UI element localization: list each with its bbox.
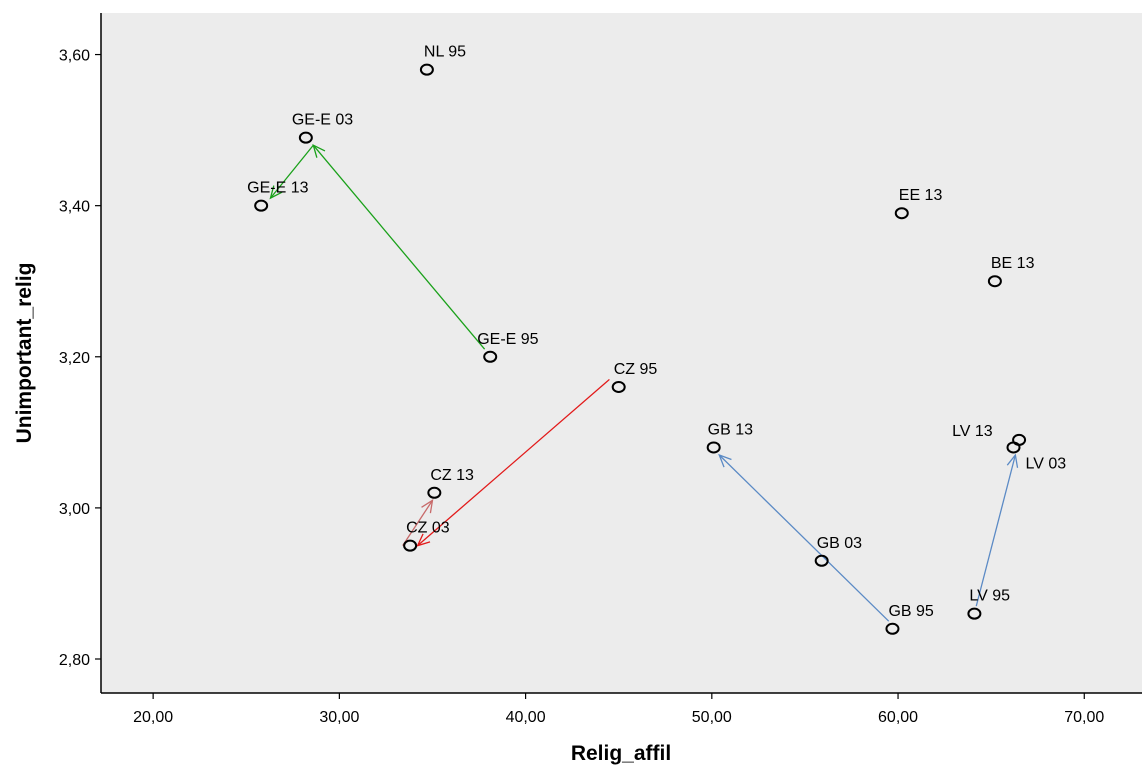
x-tick-label: 70,00 — [1064, 709, 1104, 726]
y-tick-label: 3,20 — [59, 350, 90, 367]
data-point-label: GB 13 — [708, 421, 753, 438]
data-point-marker — [419, 63, 434, 76]
x-tick-label: 60,00 — [878, 709, 918, 726]
x-tick-label: 40,00 — [506, 709, 546, 726]
data-points: NL 95 GE-E 03 GE-E 13 GE-E 95 EE 13 BE 13 CZ 9… — [247, 44, 1067, 635]
data-point-label: BE 13 — [991, 255, 1035, 272]
data-point-label: CZ 95 — [614, 361, 658, 378]
trend-arrow — [975, 453, 1019, 607]
data-point-marker — [483, 350, 498, 363]
data-point-marker — [298, 131, 313, 144]
y-tick-label: 3,60 — [59, 48, 90, 65]
y-axis-title: Unimportant_relig — [13, 263, 36, 444]
data-point-marker — [611, 381, 626, 393]
data-point-marker — [706, 441, 721, 454]
trend-arrow-head — [269, 185, 283, 200]
data-point-label: GE-E 03 — [292, 112, 353, 129]
trend-arrow — [402, 499, 434, 547]
trend-arrow — [269, 144, 314, 200]
trend-arrow-line — [312, 144, 486, 350]
x-tick-label: 30,00 — [319, 709, 359, 726]
data-point-label: EE 13 — [899, 187, 943, 204]
data-point-marker — [894, 207, 909, 220]
trend-arrow-head — [1006, 453, 1019, 468]
trend-arrow-line — [269, 144, 314, 199]
trend-arrow-line — [402, 499, 434, 547]
data-point-label: GE-E 13 — [247, 180, 308, 197]
plot-area — [101, 13, 1142, 693]
data-point-label: NL 95 — [424, 44, 466, 61]
x-tick-label: 20,00 — [133, 709, 173, 726]
trend-arrow-head — [416, 533, 431, 547]
data-point-label: GE-E 95 — [477, 331, 538, 348]
trend-arrows — [269, 144, 1019, 622]
data-point-marker — [814, 554, 829, 567]
data-point-marker — [427, 486, 442, 499]
data-point-marker — [885, 622, 900, 635]
axis-ticks: 20,00 30,00 40,00 50,00 60,00 70,00 2,80 3,00 3,… — [59, 48, 1105, 726]
y-tick-label: 3,40 — [59, 199, 90, 216]
data-point-marker — [967, 607, 982, 620]
x-tick-label: 50,00 — [692, 709, 732, 726]
data-point-label: LV 13 — [952, 423, 993, 440]
trend-arrow-line — [975, 454, 1016, 607]
data-point-label: CZ 13 — [430, 467, 474, 484]
trend-arrow — [416, 378, 610, 547]
data-point-label: GB 03 — [817, 535, 862, 552]
y-tick-label: 2,80 — [59, 652, 90, 669]
data-point-marker — [1006, 441, 1021, 454]
trend-arrow — [718, 453, 890, 622]
data-point-label: LV 95 — [969, 588, 1010, 605]
data-point-marker — [987, 275, 1002, 288]
data-point-marker — [254, 199, 269, 212]
x-axis-title: Relig_affil — [571, 742, 671, 765]
data-point-label: CZ 03 — [406, 520, 450, 537]
trend-arrow-head — [718, 453, 732, 468]
trend-arrow-line — [718, 454, 890, 622]
data-point-label: GB 95 — [888, 603, 933, 620]
trend-arrow-line — [417, 378, 610, 547]
data-point-label: LV 03 — [1026, 455, 1067, 472]
y-tick-label: 3,00 — [59, 501, 90, 518]
data-point-marker — [403, 539, 418, 552]
trend-arrow-head — [421, 499, 434, 514]
